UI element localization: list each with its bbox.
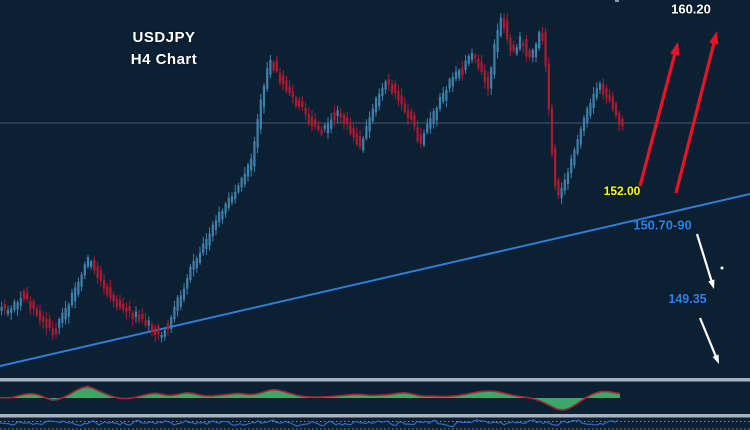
red-up-projection-arrow — [638, 42, 680, 187]
red-up-projection-arrow — [674, 31, 719, 194]
osma-signal-line — [0, 386, 621, 411]
candles-group — [0, 13, 624, 343]
white-down-projection-arrow — [695, 233, 715, 289]
stochastic-line — [0, 419, 619, 428]
small-white-dot — [720, 266, 724, 270]
white-down-projection-arrow — [698, 317, 719, 364]
top-tick-mark — [615, 0, 619, 2]
ascending-trendline — [0, 193, 750, 367]
panel-separator-bottom — [0, 414, 750, 418]
panel-separator-top — [0, 378, 750, 382]
